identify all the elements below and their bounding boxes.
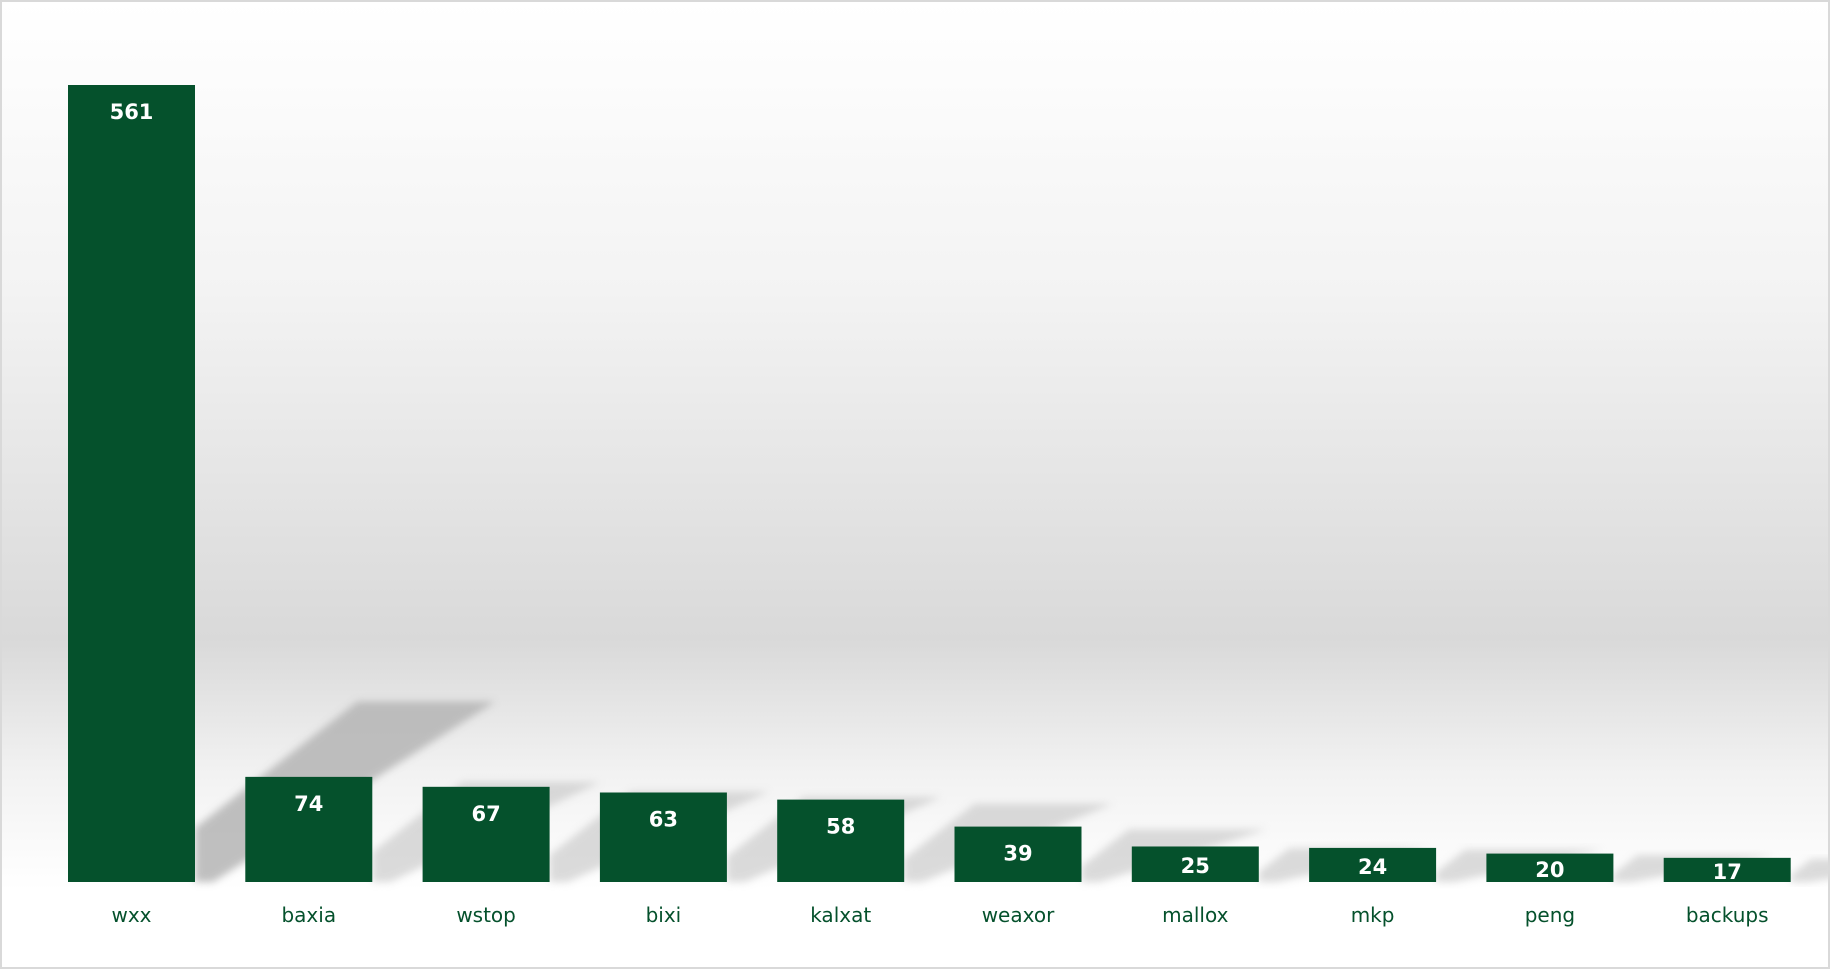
data-label: 20: [1535, 858, 1564, 882]
category-label: baxia: [281, 903, 336, 927]
bar-kalxat: [777, 799, 905, 882]
category-label: mkp: [1351, 903, 1395, 927]
data-label: 24: [1358, 855, 1387, 879]
data-label: 58: [826, 815, 855, 839]
bar-wxx: [68, 85, 195, 882]
data-label: 67: [471, 802, 500, 826]
category-label: wxx: [111, 903, 151, 927]
data-label: 25: [1181, 854, 1210, 878]
bar-bixi: [599, 792, 727, 882]
data-label: 561: [110, 100, 154, 124]
category-label: mallox: [1162, 903, 1228, 927]
category-label: weaxor: [982, 903, 1055, 927]
bar-wstop: [422, 786, 550, 882]
category-label: kalxat: [810, 903, 871, 927]
bar-peng: [1486, 853, 1614, 882]
category-label: wstop: [456, 903, 516, 927]
bar-weaxor: [954, 826, 1082, 882]
bar-shadow: [1790, 859, 1828, 882]
category-label: bixi: [646, 903, 682, 927]
category-label: backups: [1686, 903, 1769, 927]
bar-backups: [1663, 857, 1791, 882]
bar-baxia: [245, 776, 373, 882]
bar-mallox: [1131, 846, 1259, 882]
data-label: 39: [1003, 842, 1032, 866]
bar-mkp: [1309, 847, 1437, 882]
data-label: 17: [1713, 860, 1742, 884]
data-label: 63: [649, 807, 678, 831]
category-label: peng: [1525, 903, 1575, 927]
data-label: 74: [294, 792, 323, 816]
